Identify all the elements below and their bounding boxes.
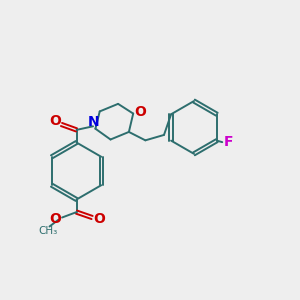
Text: CH₃: CH₃ — [39, 226, 58, 236]
Text: O: O — [50, 114, 61, 128]
Text: O: O — [93, 212, 105, 226]
Text: O: O — [50, 212, 61, 226]
Text: O: O — [134, 105, 146, 119]
Text: N: N — [88, 115, 99, 129]
Text: F: F — [224, 135, 233, 149]
